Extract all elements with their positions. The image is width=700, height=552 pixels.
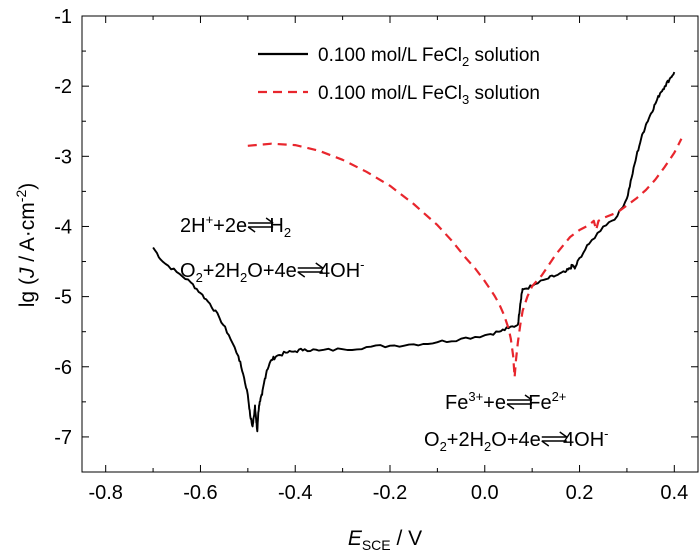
series-line-fecl3	[247, 138, 683, 379]
annotation-h2-reaction-text: 2H++2e H2	[180, 212, 291, 240]
y-axis-label-mid: / A·cm	[16, 202, 39, 267]
y-tick-label: -5	[54, 287, 72, 309]
y-tick-label: -7	[54, 427, 72, 449]
y-axis-label-sup: -2	[13, 190, 29, 203]
legend-label-fecl2-post: solution	[469, 45, 540, 66]
legend-label-fecl3-post: solution	[469, 83, 540, 104]
equilibrium-arrow-back-head	[506, 403, 515, 410]
equilibrium-arrow-forward-head	[265, 217, 274, 224]
annotation-part: H	[269, 215, 283, 237]
x-tick-label: 0.0	[471, 482, 499, 504]
annotation-part: O	[424, 429, 440, 451]
annotation-part: 2	[240, 270, 247, 285]
annotation-part: -	[360, 257, 364, 272]
annotation-o2-reaction-left: O2+2H2O+4e 4OH-	[180, 257, 364, 285]
y-tick-label: -2	[54, 76, 72, 98]
annotation-part: 2	[284, 225, 291, 240]
annotation-part: 3+	[468, 389, 483, 404]
x-axis-label-unit: / V	[391, 527, 423, 550]
legend-label-fecl2: 0.100 mol/L FeCl2 solution	[318, 45, 540, 69]
annotation-o2-reaction-right: O2+2H2O+4e 4OH-	[424, 426, 608, 454]
annotation-part: 4OH	[563, 429, 604, 451]
legend-label-fecl3-sub: 3	[462, 92, 469, 107]
annotation-fe-reaction-text: Fe3++e Fe2+	[445, 389, 566, 414]
x-tick-label: -0.8	[88, 482, 122, 504]
legend-label-fecl2-pre: 0.100 mol/L FeCl	[318, 45, 462, 66]
y-axis-label: lg (J / A·cm-2)	[13, 183, 39, 307]
annotation-o2-reaction-left-text: O2+2H2O+4e 4OH-	[180, 257, 364, 285]
annotation-part: +	[206, 212, 214, 227]
annotation-part: +2H	[203, 260, 240, 282]
x-axis-label-main: E	[348, 527, 363, 550]
series-line-fecl2	[152, 71, 676, 433]
annotation-part: 2	[196, 270, 203, 285]
equilibrium-arrow-forward-head	[559, 431, 568, 438]
y-tick-label: -1	[54, 6, 72, 28]
x-tick-label: 0.2	[566, 482, 594, 504]
legend-label-fecl3: 0.100 mol/L FeCl3 solution	[318, 83, 540, 107]
y-tick-label: -6	[54, 357, 72, 379]
annotation-part: O	[180, 260, 196, 282]
annotation-part: Fe	[528, 392, 551, 414]
annotation-o2-reaction-right-text: O2+2H2O+4e 4OH-	[424, 426, 608, 454]
x-tick-label: 0.4	[660, 482, 688, 504]
annotation-part: O+4e	[491, 429, 540, 451]
y-axis-label-post: )	[16, 183, 39, 190]
equilibrium-arrow-forward-head	[524, 394, 533, 401]
annotation-part: 2H	[180, 215, 206, 237]
x-axis-label: ESCE / V	[348, 527, 422, 552]
annotation-fe-reaction: Fe3++e Fe2+	[445, 389, 566, 414]
annotation-part: 2	[440, 439, 447, 454]
annotation-h2-reaction: 2H++2e H2	[180, 212, 291, 240]
y-tick-label: -3	[54, 146, 72, 168]
x-tick-label: -0.2	[373, 482, 407, 504]
annotation-part: Fe	[445, 392, 468, 414]
x-axis-label-sub: SCE	[362, 537, 391, 552]
equilibrium-arrow-back-head	[247, 226, 256, 233]
equilibrium-arrow-back-head	[541, 440, 550, 447]
x-tick-label: -0.4	[278, 482, 312, 504]
equilibrium-arrow-back-head	[297, 271, 306, 278]
annotation-part: 2+	[552, 389, 567, 404]
legend-label-fecl2-sub: 2	[462, 54, 469, 69]
annotation-part: O+4e	[247, 260, 296, 282]
legend-label-fecl3-pre: 0.100 mol/L FeCl	[318, 83, 462, 104]
legend: 0.100 mol/L FeCl2 solution 0.100 mol/L F…	[258, 45, 540, 107]
annotation-part: 4OH	[319, 260, 360, 282]
annotation-part: +2e	[213, 215, 247, 237]
annotation-part: 2	[484, 439, 491, 454]
annotation-part: +2H	[447, 429, 484, 451]
y-axis-label-pre: lg (	[16, 278, 39, 307]
y-tick-label: -4	[54, 216, 72, 238]
annotation-part: +e	[483, 392, 506, 414]
equilibrium-arrow-forward-head	[315, 262, 324, 269]
y-axis-label-var: J	[16, 267, 39, 279]
x-tick-label: -0.6	[183, 482, 217, 504]
annotation-part: -	[604, 426, 608, 441]
